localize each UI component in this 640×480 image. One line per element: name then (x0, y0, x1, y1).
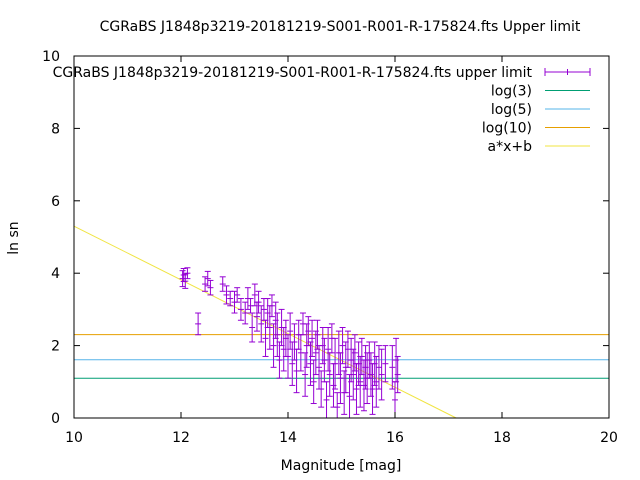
data-point (270, 323, 277, 368)
data-point (350, 348, 357, 401)
x-tick-label: 16 (386, 430, 404, 446)
data-point (375, 345, 382, 390)
y-tick-label: 2 (51, 339, 60, 355)
data-point (318, 370, 325, 408)
data-point (242, 301, 249, 325)
legend: CGRaBS J1848p3219-20181219-S001-R001-R-1… (53, 65, 591, 155)
data-point (305, 316, 312, 347)
legend-label: CGRaBS J1848p3219-20181219-S001-R001-R-1… (53, 65, 533, 81)
x-tick-label: 20 (600, 430, 618, 446)
data-point (195, 312, 202, 336)
data-point (207, 279, 214, 296)
x-tick-label: 14 (279, 430, 297, 446)
data-point (255, 290, 262, 314)
data-point (378, 348, 385, 401)
x-tick-label: 10 (65, 430, 83, 446)
x-tick-label: 18 (493, 430, 511, 446)
legend-label: log(3) (491, 84, 532, 100)
data-point (219, 276, 226, 292)
y-tick-label: 0 (51, 411, 60, 427)
data-point (394, 355, 401, 394)
data-point (249, 312, 256, 343)
data-point (262, 319, 269, 357)
data-point (344, 330, 351, 368)
data-point (184, 267, 191, 280)
y-tick-label: 6 (51, 194, 60, 210)
data-point (237, 298, 244, 321)
y-axis-label: ln sn (6, 221, 22, 254)
data-point (182, 273, 189, 289)
legend-label: log(5) (491, 102, 532, 118)
data-point (268, 294, 275, 318)
data-point (339, 327, 346, 365)
data-point (258, 305, 265, 343)
ticks-layer: 10 12 14 16 18 20 0 2 4 6 8 10 (42, 49, 618, 446)
legend-label: log(10) (482, 121, 532, 137)
x-tick-label: 12 (172, 430, 190, 446)
data-point (227, 290, 234, 307)
data-point (332, 337, 339, 390)
y-tick-label: 8 (51, 121, 60, 137)
data-point (204, 270, 211, 287)
data-point (328, 323, 335, 354)
data-point (299, 312, 306, 336)
data-point (310, 359, 317, 405)
data-point (373, 355, 380, 408)
chart-title: CGRaBS J1848p3219-20181219-S001-R001-R-1… (100, 19, 581, 35)
plot-frame (73, 55, 610, 419)
x-axis-label: Magnitude [mag] (281, 458, 402, 474)
y-tick-label: 10 (42, 49, 60, 65)
data-point (202, 276, 209, 292)
data-point (223, 285, 230, 305)
data-point (309, 319, 316, 357)
legend-label: a*x+b (488, 139, 533, 155)
data-point (234, 287, 241, 303)
y-tick-label: 4 (51, 266, 60, 282)
data-point (382, 345, 389, 383)
series-layer (73, 225, 609, 419)
